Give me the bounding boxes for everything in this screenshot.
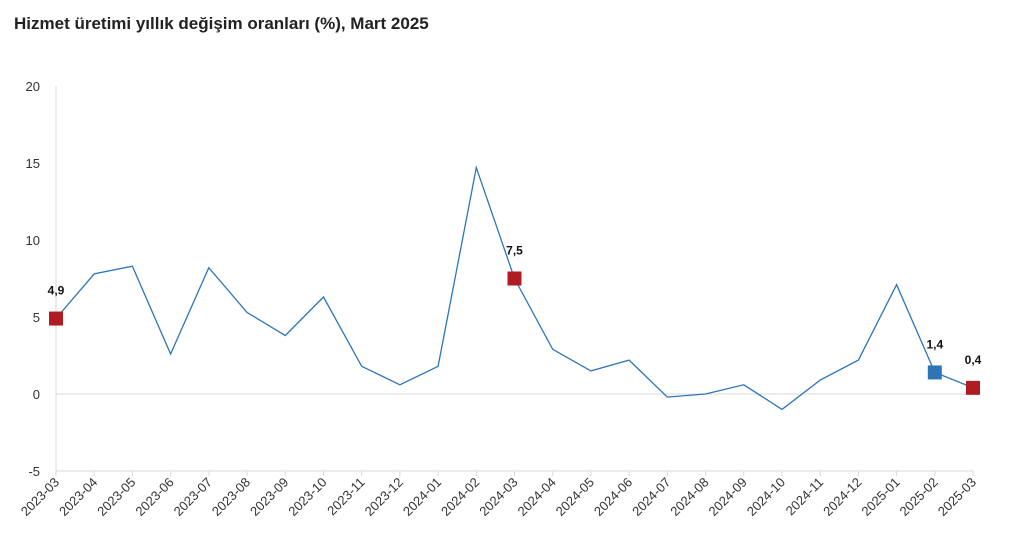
x-tick-label: 2024-07	[629, 475, 673, 519]
x-tick-label: 2024-05	[553, 475, 597, 519]
x-tick-label: 2024-03	[476, 475, 520, 519]
x-tick-label: 2024-08	[667, 475, 711, 519]
y-tick-label: 0	[33, 387, 40, 402]
data-label: 7,5	[506, 244, 523, 258]
x-tick-label: 2024-09	[706, 475, 750, 519]
x-tick-label: 2023-07	[171, 475, 215, 519]
x-tick-label: 2024-11	[783, 475, 827, 519]
x-tick-label: 2023-11	[324, 475, 368, 519]
y-tick-label: -5	[28, 464, 40, 479]
y-tick-label: 10	[26, 233, 40, 248]
y-tick-label: 5	[33, 310, 40, 325]
x-tick-label: 2024-06	[591, 475, 635, 519]
x-tick-label: 2023-04	[56, 475, 100, 519]
data-point-marker	[507, 271, 522, 286]
x-tick-label: 2025-03	[935, 475, 979, 519]
x-tick-label: 2024-04	[514, 475, 558, 519]
x-tick-label: 2023-03	[18, 475, 62, 519]
y-tick-label: 15	[26, 156, 40, 171]
x-tick-label: 2023-06	[132, 475, 176, 519]
x-tick-label: 2023-09	[247, 475, 291, 519]
data-label: 4,9	[48, 284, 65, 298]
x-tick-label: 2025-01	[858, 475, 902, 519]
x-tick-label: 2025-02	[897, 475, 941, 519]
y-tick-label: 20	[26, 79, 40, 94]
x-tick-label: 2024-02	[438, 475, 482, 519]
data-label: 1,4	[926, 337, 943, 351]
x-tick-label: 2023-10	[285, 475, 329, 519]
x-tick-label: 2024-12	[820, 475, 864, 519]
x-tick-label: 2023-12	[362, 475, 406, 519]
series-line	[55, 165, 974, 411]
chart-title: Hizmet üretimi yıllık değişim oranları (…	[14, 14, 429, 33]
x-tick-label: 2023-05	[94, 475, 138, 519]
x-tick-label: 2023-08	[209, 475, 253, 519]
data-point-marker	[966, 380, 980, 395]
x-tick-label: 2024-10	[744, 475, 788, 519]
data-point-marker	[927, 365, 942, 380]
x-tick-label: 2024-01	[400, 475, 444, 519]
data-label: 0,4	[965, 353, 982, 367]
data-point-marker	[49, 311, 63, 326]
